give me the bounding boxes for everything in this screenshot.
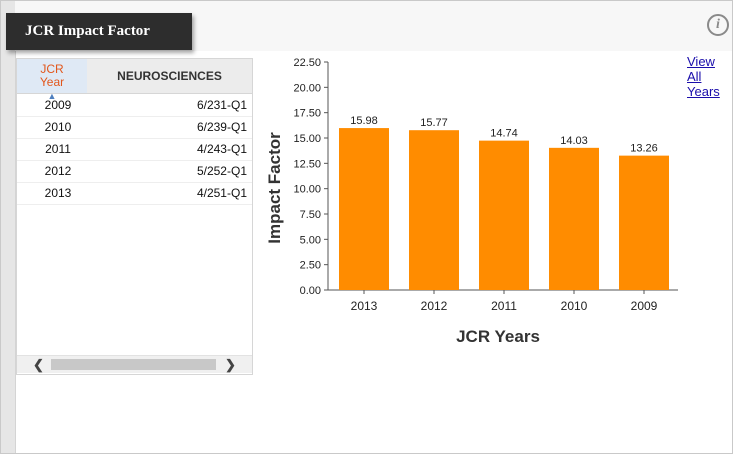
bar <box>619 155 669 290</box>
horizontal-scrollbar[interactable]: ❮ ❯ <box>17 355 252 373</box>
table-row: 2013 4/251-Q1 <box>17 182 252 205</box>
row-rank: 4/243-Q1 <box>196 142 247 156</box>
category-column-header[interactable]: NEUROSCIENCES <box>117 69 222 83</box>
bar <box>479 140 529 290</box>
x-tick-label: 2011 <box>491 299 517 313</box>
x-tick-label: 2012 <box>421 299 448 313</box>
y-tick-label: 22.50 <box>293 57 321 69</box>
row-rank: 6/231-Q1 <box>196 98 247 112</box>
row-year: 2011 <box>45 142 71 156</box>
bar <box>549 147 599 290</box>
impact-factor-bar-chart: 0.00 2.50 5.00 7.50 10.00 12.50 15.00 17.50 20.0… <box>265 57 678 346</box>
left-edge-strip <box>1 1 16 453</box>
y-tick-label: 5.00 <box>300 234 321 246</box>
row-year: 2012 <box>44 164 72 178</box>
row-rank: 6/239-Q1 <box>196 120 247 134</box>
y-tick-label: 7.50 <box>300 209 321 221</box>
row-year: 2013 <box>44 186 72 200</box>
row-year: 2010 <box>44 120 72 134</box>
table-row: 2009 6/231-Q1 <box>17 94 252 117</box>
y-tick-label: 17.50 <box>293 108 321 120</box>
x-tick-label: 2010 <box>561 299 588 313</box>
view-all-years-link[interactable]: View All Years <box>687 54 720 99</box>
bar-value-label: 15.98 <box>350 115 378 127</box>
x-axis-title: JCR Years <box>456 327 540 346</box>
y-tick-label: 20.00 <box>293 82 321 94</box>
scroll-right-icon[interactable]: ❯ <box>225 357 236 372</box>
bar-value-label: 14.74 <box>490 128 518 140</box>
year-column-header-label: JCR Year <box>39 62 65 89</box>
bar-value-label: 15.77 <box>420 117 448 129</box>
table-row: 2011 4/243-Q1 <box>17 138 252 161</box>
bar <box>339 128 389 290</box>
table-header: JCR Year ▲ NEUROSCIENCES <box>17 59 252 101</box>
scroll-left-icon[interactable]: ❮ <box>33 357 44 372</box>
y-tick-label: 10.00 <box>293 184 321 196</box>
table-row: 2012 5/252-Q1 <box>17 160 252 183</box>
bar-value-label: 14.03 <box>560 135 588 147</box>
row-rank: 4/251-Q1 <box>196 186 247 200</box>
y-tick-label: 15.00 <box>293 133 321 145</box>
scrollbar-thumb[interactable] <box>51 359 216 370</box>
x-tick-label: 2009 <box>631 299 658 313</box>
sort-ascending-icon: ▲ <box>47 91 57 101</box>
year-column-header[interactable]: JCR Year ▲ <box>17 59 87 101</box>
bar-value-label: 13.26 <box>630 143 658 155</box>
y-tick-label: 2.50 <box>300 260 321 272</box>
table-row: 2010 6/239-Q1 <box>17 116 252 139</box>
info-icon[interactable]: i <box>707 14 729 36</box>
y-tick-label: 0.00 <box>300 285 321 297</box>
rank-table: JCR Year ▲ NEUROSCIENCES 2009 6/231-Q1 2… <box>16 58 253 375</box>
row-year: 2009 <box>44 98 72 112</box>
bar <box>409 130 459 290</box>
x-tick-label: 2013 <box>351 299 378 313</box>
panel-title: JCR Impact Factor <box>6 13 192 50</box>
y-axis-title: Impact Factor <box>265 132 284 244</box>
y-tick-label: 12.50 <box>293 158 321 170</box>
row-rank: 5/252-Q1 <box>196 164 247 178</box>
